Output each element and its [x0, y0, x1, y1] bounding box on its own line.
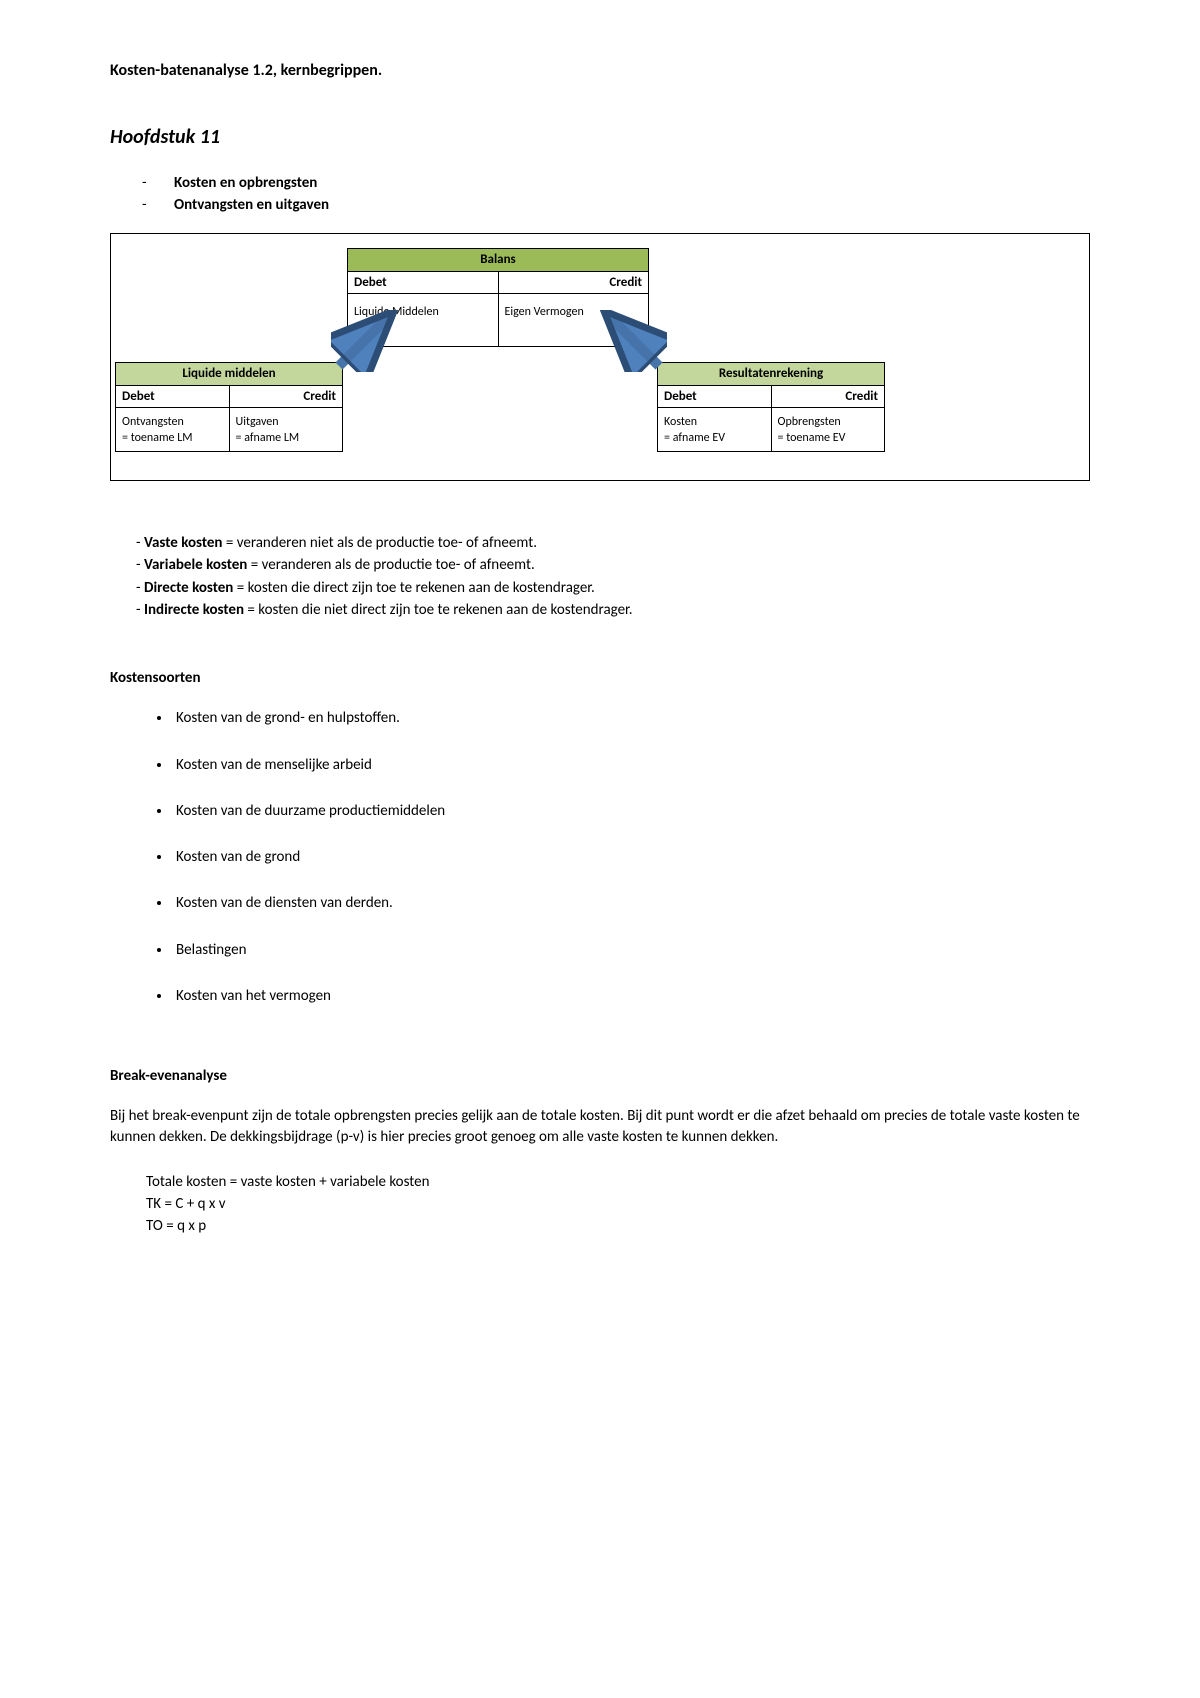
rr-debet-cell: Kosten = afname EV — [657, 408, 771, 451]
list-item: Kosten van de diensten van derden. — [172, 893, 1090, 913]
breakeven-paragraph: Bij het break-evenpunt zijn de totale op… — [110, 1106, 1090, 1147]
rr-left-line1: Kosten — [664, 415, 697, 429]
list-item: Kosten van het vermogen — [172, 986, 1090, 1006]
formula-line: TK = C + q x v — [146, 1194, 1090, 1214]
doc-title: Kosten-batenanalyse 1.2, kernbegrippen. — [110, 60, 1090, 82]
rr-debet-header: Debet — [657, 386, 771, 409]
lm-right-line1: Uitgaven — [236, 415, 279, 429]
balans-debet-header: Debet — [347, 272, 498, 295]
lm-title-bar: Liquide middelen — [115, 362, 343, 386]
def-term: Vaste kosten — [144, 534, 223, 552]
list-item: Kosten van de duurzame productiemiddelen — [172, 801, 1090, 821]
rr-title-bar: Resultatenrekening — [657, 362, 885, 386]
list-item: Kosten van de menselijke arbeid — [172, 755, 1090, 775]
kostensoorten-title: Kostensoorten — [110, 668, 1090, 688]
list-item: Kosten van de grond — [172, 847, 1090, 867]
lm-credit-cell: Uitgaven = afname LM — [229, 408, 344, 451]
def-term: Variabele kosten — [144, 556, 247, 574]
list-item: Kosten van de grond- en hulpstoffen. — [172, 708, 1090, 728]
lm-debet-header: Debet — [115, 386, 229, 409]
breakeven-title: Break-evenanalyse — [110, 1066, 1090, 1086]
def-text: = veranderen niet als de productie toe- … — [222, 534, 537, 552]
arrow-rr-to-balans — [597, 310, 667, 372]
lm-right-line2: = afname LM — [236, 431, 300, 445]
def-term: Indirecte kosten — [144, 601, 244, 619]
balans-title-bar: Balans — [347, 248, 649, 272]
rr-right-line2: = toename EV — [778, 431, 846, 445]
definition-row: - Vaste kosten = veranderen niet als de … — [136, 533, 1090, 553]
definition-row: - Directe kosten = kosten die direct zij… — [136, 578, 1090, 598]
list-item: Belastingen — [172, 940, 1090, 960]
rr-right-line1: Opbrengsten — [778, 415, 841, 429]
def-text: = kosten die niet direct zijn toe te rek… — [244, 601, 633, 619]
def-text: = veranderen als de productie toe- of af… — [247, 556, 534, 574]
topics-list: Kosten en opbrengsten Ontvangsten en uit… — [110, 173, 1090, 216]
balance-diagram: Balans Debet Credit Liquide Middelen Eig… — [110, 233, 1090, 481]
formulas-block: Totale kosten = vaste kosten + variabele… — [110, 1172, 1090, 1237]
def-text: = kosten die direct zijn toe te rekenen … — [233, 579, 594, 597]
topic-item: Kosten en opbrengsten — [142, 173, 1090, 193]
lm-debet-cell: Ontvangsten = toename LM — [115, 408, 229, 451]
def-term: Directe kosten — [144, 579, 233, 597]
rr-credit-cell: Opbrengsten = toename EV — [771, 408, 886, 451]
formula-line: Totale kosten = vaste kosten + variabele… — [146, 1172, 1090, 1192]
definitions-block: - Vaste kosten = veranderen niet als de … — [110, 533, 1090, 620]
lm-left-line1: Ontvangsten — [122, 415, 184, 429]
formula-line: TO = q x p — [146, 1216, 1090, 1236]
kostensoorten-list: Kosten van de grond- en hulpstoffen. Kos… — [110, 708, 1090, 1006]
liquide-middelen-box: Liquide middelen Debet Credit Ontvangste… — [115, 362, 343, 451]
lm-left-line2: = toename LM — [122, 431, 193, 445]
chapter-title: Hoofdstuk 11 — [110, 124, 1090, 151]
resultatenrekening-box: Resultatenrekening Debet Credit Kosten =… — [657, 362, 885, 451]
definition-row: - Indirecte kosten = kosten die niet dir… — [136, 600, 1090, 620]
balans-credit-header: Credit — [498, 272, 650, 295]
rr-credit-header: Credit — [771, 386, 886, 409]
rr-left-line2: = afname EV — [664, 431, 725, 445]
arrow-lm-to-balans — [331, 310, 401, 372]
definition-row: - Variabele kosten = veranderen als de p… — [136, 555, 1090, 575]
lm-credit-header: Credit — [229, 386, 344, 409]
topic-item: Ontvangsten en uitgaven — [142, 195, 1090, 215]
